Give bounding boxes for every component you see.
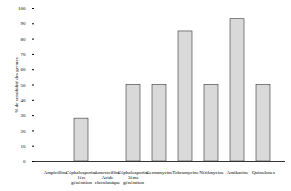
html-text:Acide: Acide (101, 175, 114, 181)
svg-text:Ampicilline: Ampicilline (44, 170, 69, 175)
svg-text:10: 10 (21, 144, 27, 149)
svg-text:Amikacine: Amikacine (227, 170, 250, 175)
html-text:clavulanique: clavulanique (94, 180, 121, 186)
svg-text:Nétilmycine: Nétilmycine (199, 170, 224, 175)
html-text:Amoxicilline: Amoxicilline (94, 170, 121, 176)
svg-text:0: 0 (23, 159, 26, 164)
svg-text:50: 50 (21, 83, 27, 88)
svg-text:20: 20 (21, 129, 27, 134)
svg-text:Quinolones: Quinolones (252, 170, 275, 175)
svg-text:Céphalosporine1èregénération: Céphalosporine1èregénération (66, 170, 98, 185)
svg-text:Tobramycine: Tobramycine (172, 170, 199, 175)
svg-text:Céphalosporine3èmegénération: Céphalosporine3èmegénération (118, 170, 150, 185)
svg-text:100: 100 (18, 6, 26, 11)
svg-text:60: 60 (21, 67, 27, 72)
svg-text:30: 30 (21, 113, 27, 118)
svg-text:40: 40 (21, 98, 27, 103)
svg-text:90: 90 (21, 21, 27, 26)
svg-text:% de sensibilité des germes: % de sensibilité des germes (14, 57, 19, 112)
svg-text:80: 80 (21, 37, 27, 42)
svg-text:70: 70 (21, 52, 27, 57)
svg-text:Gentamycine: Gentamycine (146, 170, 173, 175)
